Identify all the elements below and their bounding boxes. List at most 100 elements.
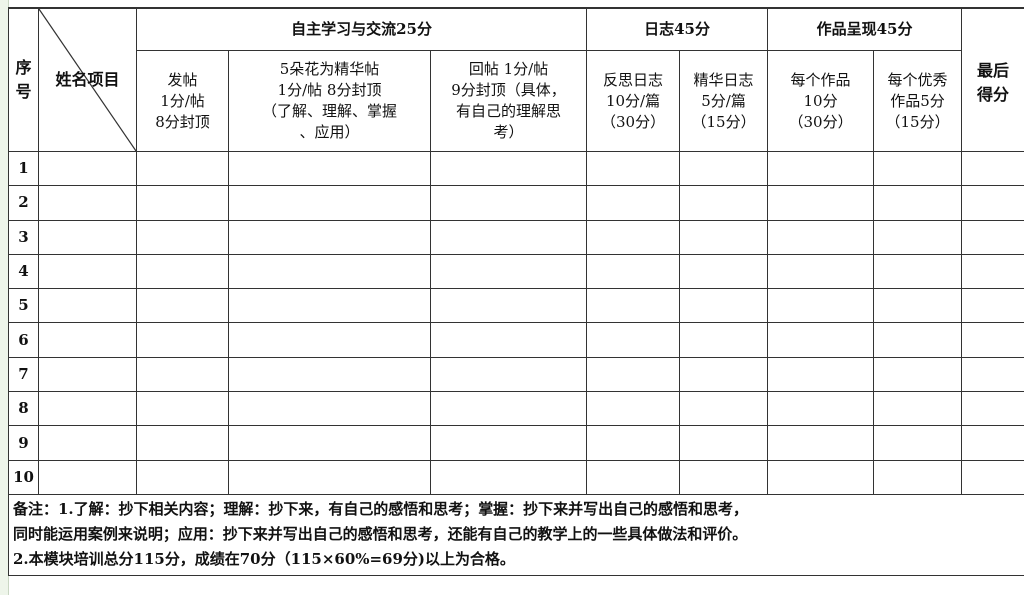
score-cell[interactable] — [679, 391, 769, 427]
score-cell[interactable] — [38, 185, 137, 221]
score-cell[interactable] — [586, 219, 681, 255]
score-cell[interactable] — [136, 150, 229, 187]
score-cell[interactable] — [586, 356, 681, 393]
score-cell[interactable] — [136, 459, 229, 495]
score-cell[interactable] — [767, 459, 875, 495]
score-cell[interactable] — [586, 459, 681, 495]
score-cell[interactable] — [228, 288, 431, 324]
score-cell[interactable] — [873, 185, 963, 221]
score-cell[interactable] — [429, 219, 588, 255]
score-cell[interactable] — [767, 150, 875, 187]
score-cell[interactable] — [679, 219, 769, 255]
header-seq: 序号 — [8, 8, 39, 152]
subheader-line: （了解、理解、掌握 — [261, 102, 397, 120]
score-cell[interactable] — [38, 459, 137, 495]
score-cell[interactable] — [429, 288, 588, 324]
score-cell[interactable] — [767, 356, 875, 393]
score-cell[interactable] — [228, 425, 431, 461]
score-cell[interactable] — [586, 288, 681, 324]
score-cell[interactable] — [961, 150, 1024, 187]
score-cell[interactable] — [136, 322, 229, 358]
score-cell[interactable] — [961, 185, 1024, 221]
score-cell[interactable] — [38, 150, 137, 187]
score-cell[interactable] — [679, 150, 769, 187]
score-cell[interactable] — [961, 425, 1024, 461]
score-cell[interactable] — [767, 288, 875, 324]
score-cell[interactable] — [136, 425, 229, 461]
score-cell[interactable] — [586, 391, 681, 427]
score-cell[interactable] — [136, 185, 229, 221]
score-cell[interactable] — [767, 219, 875, 255]
score-cell[interactable] — [961, 288, 1024, 324]
score-cell[interactable] — [228, 219, 431, 255]
note-line: 2.本模块培训总分115分，成绩在70分（115×60%=69分)以上为合格。 — [13, 550, 515, 569]
score-cell[interactable] — [873, 150, 963, 187]
notes-cell: 备注：1.了解：抄下相关内容；理解：抄下来，有自己的感悟和思考；掌握：抄下来并写… — [7, 493, 1024, 576]
score-cell[interactable] — [767, 391, 875, 427]
score-cell[interactable] — [679, 425, 769, 461]
score-cell[interactable] — [767, 253, 875, 290]
score-cell[interactable] — [767, 185, 875, 221]
score-cell[interactable] — [136, 219, 229, 255]
score-cell[interactable] — [429, 459, 588, 495]
score-cell[interactable] — [873, 391, 963, 427]
score-cell[interactable] — [873, 356, 963, 393]
score-cell[interactable] — [429, 356, 588, 393]
score-cell[interactable] — [38, 425, 137, 461]
score-cell[interactable] — [679, 356, 769, 393]
score-cell[interactable] — [961, 391, 1024, 427]
score-cell[interactable] — [228, 253, 431, 290]
score-cell[interactable] — [429, 185, 588, 221]
sheet-bottom — [8, 590, 1024, 595]
score-cell[interactable] — [429, 322, 588, 358]
score-cell[interactable] — [873, 322, 963, 358]
subheader-line: 1分/帖 — [160, 91, 205, 110]
score-cell[interactable] — [586, 185, 681, 221]
score-cell[interactable] — [873, 219, 963, 255]
score-cell[interactable] — [873, 459, 963, 495]
score-cell[interactable] — [228, 185, 431, 221]
score-cell[interactable] — [228, 322, 431, 358]
score-cell[interactable] — [679, 253, 769, 290]
score-cell[interactable] — [429, 391, 588, 427]
score-cell[interactable] — [586, 322, 681, 358]
score-cell[interactable] — [767, 425, 875, 461]
score-cell[interactable] — [961, 356, 1024, 393]
score-cell[interactable] — [38, 288, 137, 324]
score-cell[interactable] — [873, 253, 963, 290]
score-cell[interactable] — [586, 253, 681, 290]
score-cell[interactable] — [679, 185, 769, 221]
score-cell[interactable] — [38, 391, 137, 427]
header-final-score: 最后得分 — [961, 8, 1024, 152]
score-cell[interactable] — [961, 219, 1024, 255]
score-cell[interactable] — [767, 322, 875, 358]
score-cell[interactable] — [228, 391, 431, 427]
score-cell[interactable] — [873, 288, 963, 324]
score-cell[interactable] — [228, 356, 431, 393]
score-cell[interactable] — [679, 459, 769, 495]
table-row: 10 — [8, 459, 1024, 495]
score-cell[interactable] — [961, 459, 1024, 495]
score-cell[interactable] — [38, 356, 137, 393]
score-cell[interactable] — [961, 253, 1024, 290]
score-cell[interactable] — [679, 322, 769, 358]
score-cell[interactable] — [136, 391, 229, 427]
score-cell[interactable] — [38, 253, 137, 290]
score-cell[interactable] — [679, 288, 769, 324]
score-cell[interactable] — [586, 425, 681, 461]
score-cell[interactable] — [38, 219, 137, 255]
score-cell[interactable] — [228, 459, 431, 495]
score-cell[interactable] — [873, 425, 963, 461]
header-works: 作品呈现45分 — [767, 8, 963, 51]
score-cell[interactable] — [429, 253, 588, 290]
score-cell[interactable] — [586, 150, 681, 187]
score-cell[interactable] — [429, 150, 588, 187]
score-cell[interactable] — [136, 288, 229, 324]
score-cell[interactable] — [961, 322, 1024, 358]
score-cell[interactable] — [136, 253, 229, 290]
score-cell[interactable] — [228, 150, 431, 187]
score-cell[interactable] — [136, 356, 229, 393]
score-cell[interactable] — [38, 322, 137, 358]
table-row: 2 — [8, 185, 1024, 221]
score-cell[interactable] — [429, 425, 588, 461]
